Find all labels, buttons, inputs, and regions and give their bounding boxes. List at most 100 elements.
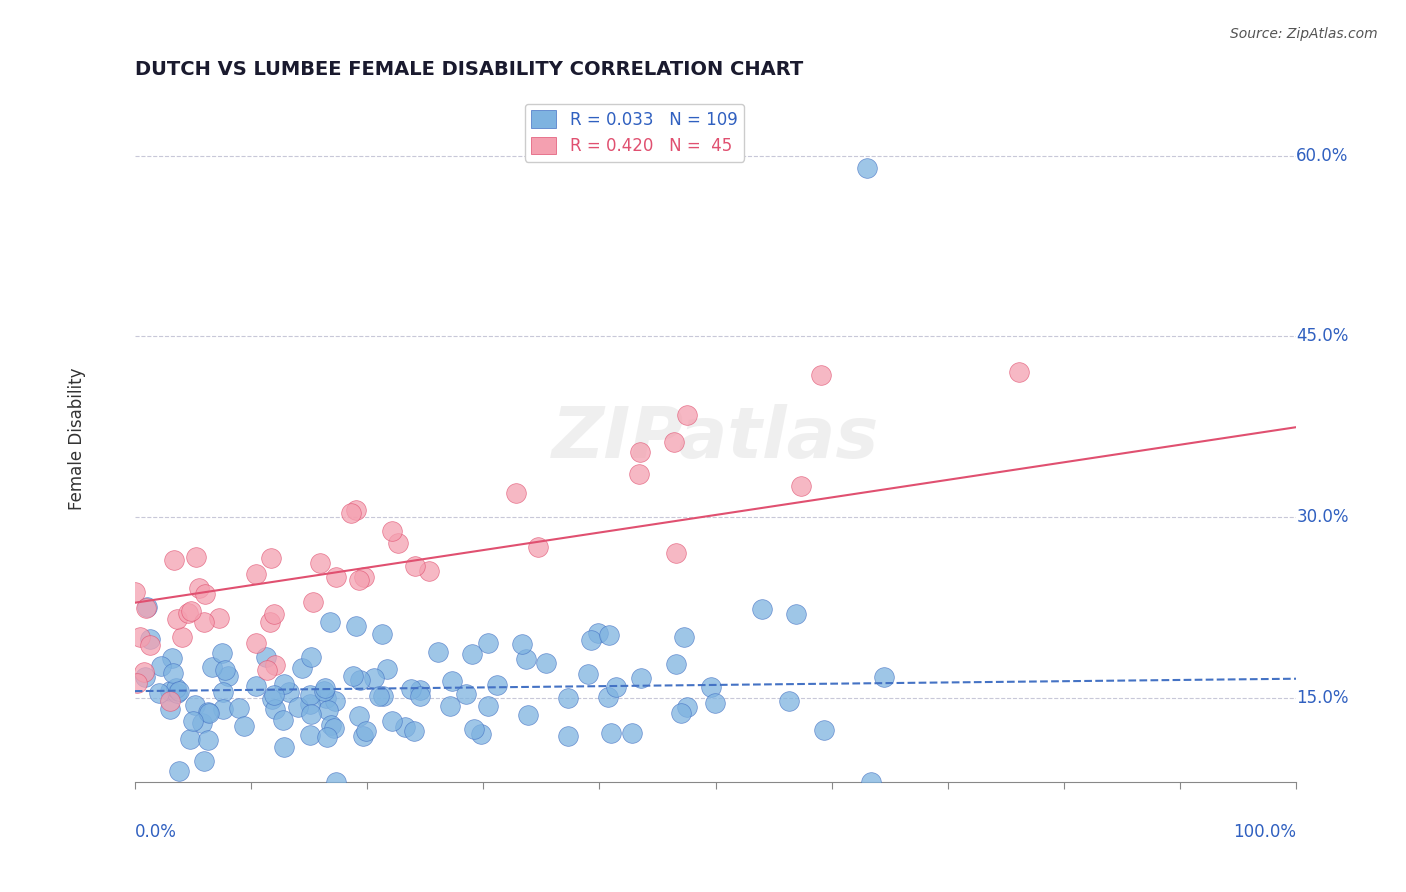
Dutch [263, 688, 285, 702]
Dutch [342, 669, 364, 683]
Dutch [217, 669, 239, 683]
Dutch [855, 161, 877, 175]
Dutch [233, 719, 256, 733]
Dutch [785, 607, 807, 621]
Dutch [193, 754, 215, 768]
Lumbee [418, 564, 440, 578]
Lumbee [170, 630, 193, 644]
Lumbee [325, 570, 347, 584]
Dutch [409, 682, 432, 697]
Dutch [512, 637, 534, 651]
Dutch [211, 685, 233, 699]
Dutch [315, 690, 337, 705]
Dutch [287, 700, 309, 714]
Lumbee [1007, 365, 1029, 379]
Dutch [557, 729, 579, 743]
Dutch [162, 651, 184, 665]
Dutch [363, 672, 385, 686]
Dutch [321, 718, 343, 732]
Dutch [260, 691, 283, 706]
Dutch [135, 599, 157, 614]
Dutch [356, 724, 378, 739]
Dutch [439, 699, 461, 714]
Lumbee [135, 600, 157, 615]
Dutch [441, 673, 464, 688]
Dutch [312, 683, 335, 698]
Text: DUTCH VS LUMBEE FEMALE DISABILITY CORRELATION CHART: DUTCH VS LUMBEE FEMALE DISABILITY CORREL… [135, 60, 803, 78]
Dutch [621, 726, 644, 740]
Lumbee [159, 694, 181, 708]
Dutch [349, 673, 371, 687]
Dutch [201, 660, 224, 674]
Lumbee [194, 587, 217, 601]
Lumbee [180, 604, 202, 618]
Dutch [600, 726, 623, 740]
Dutch [278, 685, 301, 699]
Lumbee [387, 536, 409, 550]
Dutch [159, 684, 181, 698]
Dutch [162, 665, 184, 680]
Dutch [150, 659, 173, 673]
Dutch [371, 627, 394, 641]
Dutch [167, 684, 190, 698]
Dutch [197, 705, 219, 719]
Dutch [700, 680, 723, 694]
Lumbee [353, 570, 375, 584]
Dutch [381, 714, 404, 728]
Dutch [778, 694, 800, 708]
Dutch [463, 722, 485, 736]
Dutch [586, 626, 609, 640]
Dutch [197, 733, 219, 747]
Lumbee [263, 607, 285, 621]
Dutch [299, 707, 322, 722]
Dutch [323, 693, 346, 707]
Dutch [228, 701, 250, 715]
Dutch [134, 670, 156, 684]
Lumbee [138, 638, 160, 652]
Text: Source: ZipAtlas.com: Source: ZipAtlas.com [1230, 27, 1378, 41]
Text: 45.0%: 45.0% [1296, 327, 1348, 345]
Dutch [299, 649, 322, 664]
Dutch [371, 690, 394, 704]
Lumbee [124, 585, 146, 599]
Dutch [426, 645, 449, 659]
Dutch [704, 696, 727, 710]
Dutch [461, 647, 484, 661]
Lumbee [309, 556, 332, 570]
Dutch [557, 691, 579, 706]
Text: Female Disability: Female Disability [67, 368, 86, 510]
Dutch [183, 714, 205, 728]
Dutch [515, 652, 537, 666]
Lumbee [129, 630, 152, 644]
Dutch [859, 775, 882, 789]
Text: 0.0%: 0.0% [135, 823, 177, 841]
Dutch [291, 660, 314, 674]
Lumbee [208, 610, 231, 624]
Lumbee [259, 615, 281, 629]
Dutch [254, 650, 277, 665]
Dutch [477, 698, 499, 713]
Dutch [159, 702, 181, 716]
Dutch [273, 739, 295, 754]
Dutch [264, 701, 287, 715]
Dutch [245, 679, 267, 693]
Dutch [576, 667, 599, 681]
Lumbee [527, 541, 550, 555]
Dutch [316, 730, 339, 744]
Lumbee [340, 506, 363, 520]
Text: 60.0%: 60.0% [1296, 146, 1348, 165]
Lumbee [245, 636, 267, 650]
Dutch [485, 678, 508, 692]
Dutch [516, 708, 538, 723]
Text: 15.0%: 15.0% [1296, 689, 1348, 706]
Lumbee [188, 581, 211, 595]
Lumbee [260, 551, 283, 566]
Dutch [319, 615, 342, 629]
Dutch [191, 716, 214, 731]
Dutch [165, 681, 187, 695]
Lumbee [184, 550, 207, 565]
Dutch [669, 706, 692, 720]
Dutch [873, 670, 896, 684]
Dutch [404, 723, 426, 738]
Lumbee [810, 368, 832, 382]
